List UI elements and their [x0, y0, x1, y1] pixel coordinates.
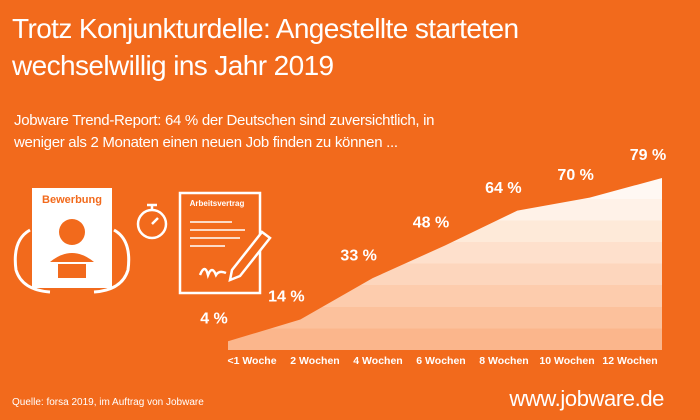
url: www.jobware.de — [509, 386, 664, 411]
x-tick-label: 4 Wochen — [353, 355, 402, 367]
x-tick-label: 12 Wochen — [602, 355, 657, 367]
value-label: 33 % — [340, 247, 376, 264]
application-label: Bewerbung — [42, 194, 102, 206]
x-tick-label: 6 Wochen — [416, 355, 465, 367]
value-label: 48 % — [413, 215, 449, 232]
x-tick-label: 2 Wochen — [290, 355, 339, 367]
contract-icon — [178, 191, 272, 295]
value-label: 14 % — [268, 289, 304, 306]
x-tick-label: 8 Wochen — [479, 355, 528, 367]
x-tick-label: 10 Wochen — [539, 355, 594, 367]
x-tick-label: <1 Woche — [227, 355, 276, 367]
value-label: 64 % — [485, 180, 521, 197]
value-label: 70 % — [557, 167, 593, 184]
title: Trotz Konjunkturdelle: Angestellte start… — [12, 13, 519, 81]
source: Quelle: forsa 2019, im Auftrag von Jobwa… — [12, 397, 204, 408]
application-icon — [13, 188, 131, 294]
subtitle: Jobware Trend-Report: 64 % der Deutschen… — [14, 112, 435, 151]
value-label: 79 % — [630, 147, 666, 164]
value-label: 4 % — [200, 311, 228, 328]
contract-label: Arbeitsvertrag — [190, 199, 245, 208]
stopwatch-icon — [136, 203, 168, 240]
area — [228, 178, 662, 350]
